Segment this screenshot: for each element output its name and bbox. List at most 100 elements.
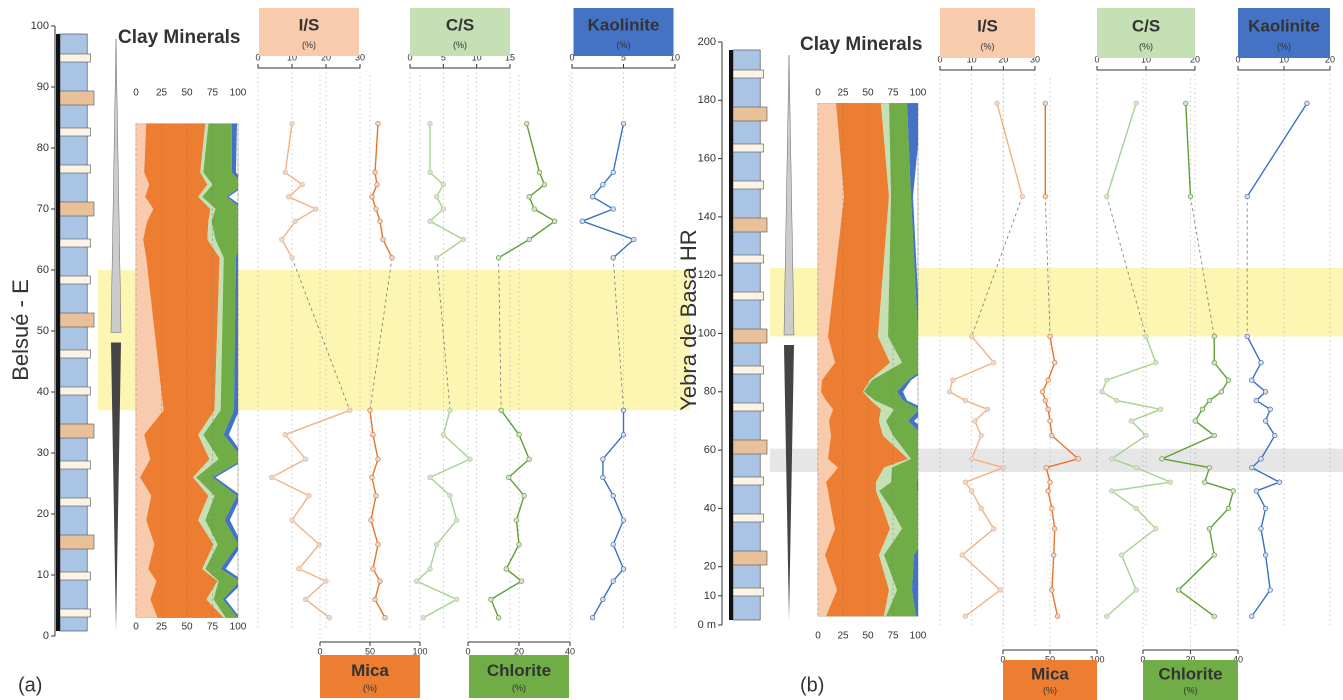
profile-line (1255, 490, 1267, 509)
data-point (447, 493, 453, 499)
data-point (374, 181, 380, 188)
stack-tick-label: 50 (862, 88, 874, 99)
profile-line (1131, 408, 1161, 422)
data-point (306, 493, 312, 499)
data-point (495, 615, 502, 621)
profile-line (1106, 589, 1137, 617)
profile-tick-label: 50 (365, 646, 375, 656)
profile-line (370, 519, 379, 545)
data-point (440, 181, 446, 188)
data-point (1000, 464, 1006, 471)
profile-tick-label: 15 (505, 52, 515, 62)
connector-line (436, 257, 451, 411)
strat-bed (732, 217, 768, 233)
profile-line (429, 544, 438, 570)
profile-line (1161, 458, 1210, 469)
legend-name: C/S (1132, 16, 1160, 35)
profile-tick-label: 40 (1233, 654, 1243, 664)
data-point (434, 541, 440, 548)
profile-line (528, 184, 545, 198)
data-point (427, 169, 433, 176)
data-point (1262, 389, 1269, 395)
legend-box (320, 655, 420, 698)
data-point (1099, 389, 1105, 395)
data-point (495, 255, 502, 261)
data-point (347, 407, 353, 413)
stack-area (897, 103, 918, 617)
profile-line (288, 184, 303, 198)
stack-group (136, 123, 238, 618)
data-point (1249, 377, 1255, 383)
profile-line (500, 409, 520, 436)
profile-tick-label: 0 (317, 646, 322, 656)
profile-line (971, 458, 1004, 469)
data-point (946, 389, 953, 395)
profile-line (490, 599, 500, 618)
profile-line (1101, 391, 1117, 402)
legend-name: Chlorite (487, 661, 551, 680)
profile-line (305, 598, 330, 619)
data-point (370, 432, 376, 438)
stack-area (136, 123, 164, 618)
profile-line (515, 520, 520, 545)
data-point (1128, 418, 1134, 424)
legend-box (1097, 8, 1195, 58)
profile-line (602, 580, 614, 600)
data-point (1175, 587, 1182, 593)
legend-name: Mica (351, 661, 389, 680)
legend-box (259, 8, 359, 56)
legend-unit: (%) (1139, 41, 1153, 51)
profile-tick-label: 10 (1279, 54, 1289, 64)
data-point (1118, 552, 1125, 558)
data-point (589, 194, 596, 200)
data-point (323, 578, 329, 584)
strat-bed (59, 608, 91, 618)
stack-tick-label: 100 (230, 88, 247, 99)
depth-tick-label: 70 (37, 203, 49, 215)
data-point (1104, 377, 1110, 383)
profile-line (1051, 435, 1079, 460)
stack-tick-label: 50 (181, 622, 193, 633)
profile-line (1185, 103, 1192, 197)
profile-line (1260, 528, 1267, 556)
data-point (1049, 587, 1055, 593)
profile-tick-label: 20 (1190, 54, 1200, 64)
stack-tick-label: 100 (910, 88, 927, 99)
data-point (1109, 488, 1115, 494)
profile-tick-label: 5 (441, 52, 446, 62)
profile-tick-label: 50 (1045, 654, 1055, 664)
profile-line (429, 220, 464, 241)
profile-line (1051, 555, 1055, 591)
profile-line (961, 554, 1001, 591)
data-point (969, 488, 975, 494)
data-point (1199, 406, 1206, 412)
profile-line (429, 476, 451, 497)
data-point (1304, 100, 1310, 106)
strat-bed (59, 534, 95, 550)
data-point (282, 432, 288, 438)
data-point (610, 541, 616, 548)
profile-line (1051, 589, 1059, 617)
legend-name: I/S (299, 16, 320, 35)
data-point (1167, 479, 1174, 485)
data-point (1225, 505, 1232, 512)
profile-line (298, 544, 320, 570)
stack-area (140, 123, 224, 618)
stack-tick-label: 25 (156, 88, 168, 99)
legend-box (410, 8, 510, 56)
profile-tick-label: 20 (1325, 54, 1335, 64)
data-point (1054, 613, 1061, 619)
data-point (600, 456, 606, 462)
data-point (1183, 100, 1189, 106)
data-point (1249, 613, 1255, 619)
profile-line (436, 519, 458, 545)
data-point (526, 456, 532, 462)
profile-line (1256, 481, 1280, 492)
profile-line (284, 123, 293, 173)
profile-line (965, 466, 1004, 483)
stack-area (196, 123, 238, 618)
profile-line (591, 599, 604, 619)
data-point (1019, 193, 1025, 200)
data-point (498, 407, 504, 413)
title: Clay Minerals (800, 34, 923, 55)
